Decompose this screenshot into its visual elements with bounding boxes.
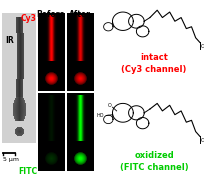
Text: IR: IR (6, 36, 14, 45)
Text: COOH: COOH (200, 139, 204, 143)
Text: After: After (69, 10, 91, 19)
Text: Before: Before (37, 10, 65, 19)
Text: FITC: FITC (18, 167, 37, 176)
Text: Cy3: Cy3 (21, 14, 37, 23)
Text: O: O (107, 103, 111, 108)
Text: intact
(Cy3 channel): intact (Cy3 channel) (121, 53, 186, 74)
Text: HO: HO (96, 113, 104, 118)
Text: 5 μm: 5 μm (3, 157, 19, 162)
Text: oxidized
(FITC channel): oxidized (FITC channel) (119, 151, 187, 172)
Text: COOH: COOH (200, 44, 204, 50)
